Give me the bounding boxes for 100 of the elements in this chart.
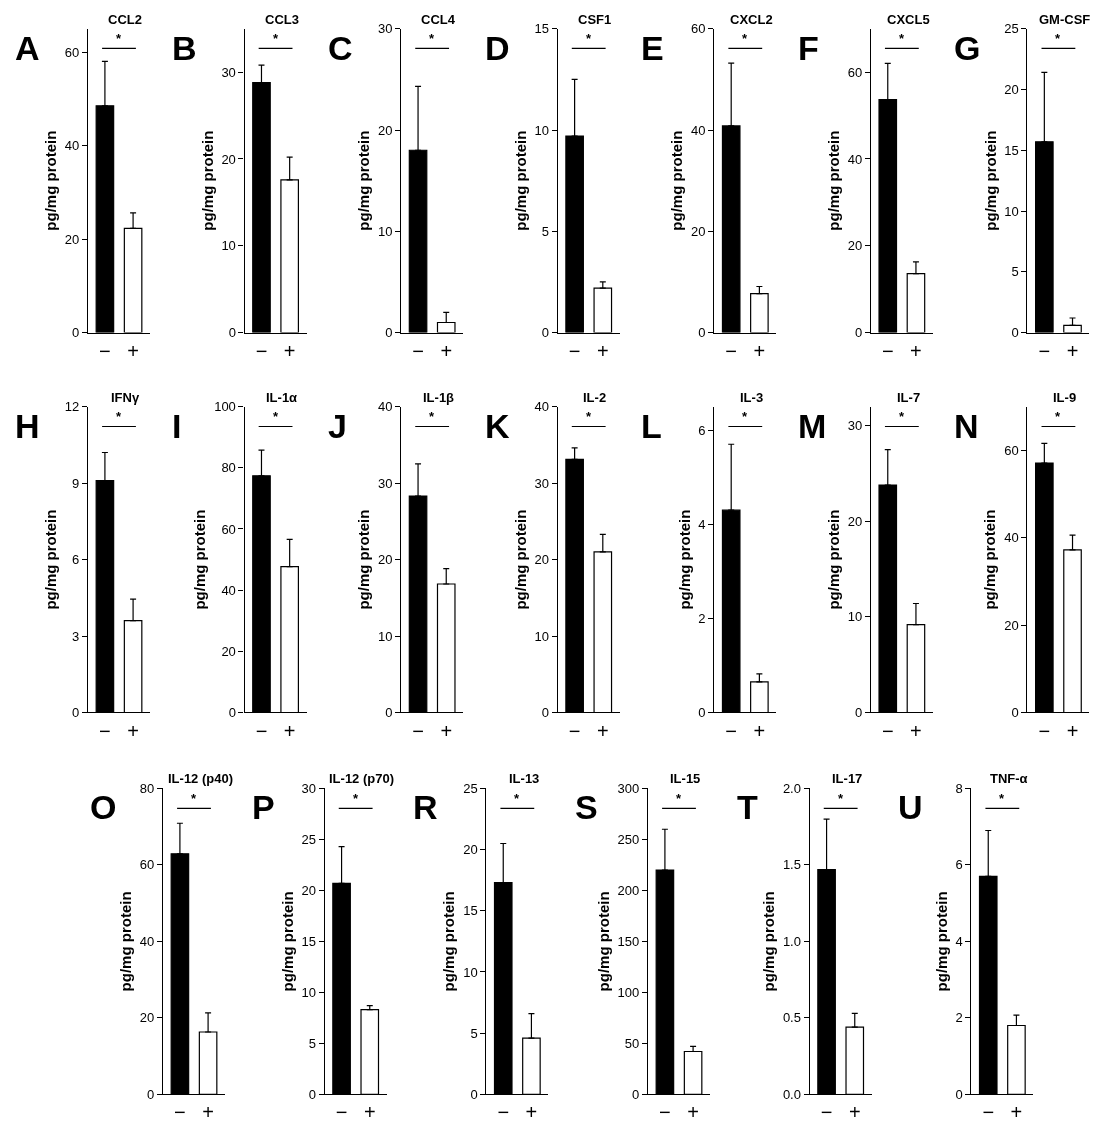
x-tick-label: + — [440, 339, 453, 362]
x-tick-label: − — [820, 1101, 833, 1124]
x-tick-label: − — [99, 719, 111, 742]
annotation: * — [586, 31, 592, 46]
text: C — [328, 29, 353, 67]
y-tick-label: 40 — [1004, 530, 1019, 546]
x-tick-label: + — [596, 719, 609, 742]
y-tick-label: 0.0 — [782, 1086, 801, 1102]
text: T — [737, 788, 758, 826]
y-tick-label: 5 — [1011, 264, 1019, 280]
x-tick-label: − — [881, 339, 894, 362]
chart-title: CCL2 — [108, 12, 142, 27]
y-tick-label: 8 — [955, 781, 963, 797]
y-tick-label: 0 — [1011, 325, 1019, 341]
y-tick-label: 0 — [228, 705, 236, 721]
y-tick-label: 20 — [377, 552, 393, 568]
x-tick-label: − — [725, 339, 738, 362]
x-tick-label: − — [255, 339, 268, 362]
y-axis-title: pg/mg protein — [824, 130, 842, 231]
y-axis-title: pg/mg protein — [511, 509, 529, 610]
text: A — [15, 29, 40, 67]
chart-title: TNF-α — [990, 771, 1028, 786]
x-tick-label: + — [910, 719, 922, 742]
chart-title: GM-CSF — [1039, 12, 1091, 27]
y-axis-title: pg/mg protein — [981, 509, 999, 610]
y-tick-label: 1.0 — [782, 933, 801, 949]
chart-title: CXCL5 — [887, 12, 930, 27]
text: G — [954, 29, 981, 67]
x-tick-label: + — [127, 719, 139, 742]
y-tick-label: 15 — [1004, 142, 1019, 158]
x-tick-label: − — [659, 1101, 671, 1124]
text: M — [798, 407, 827, 445]
y-tick-label: 25 — [301, 831, 316, 847]
y-tick-label: 0 — [698, 705, 706, 721]
x-tick-label: − — [497, 1101, 510, 1124]
y-tick-label: 40 — [534, 399, 550, 415]
y-tick-label: 15 — [534, 21, 550, 37]
y-tick-label: 0 — [308, 1086, 316, 1102]
y-tick-label: 20 — [377, 122, 393, 138]
text: S — [575, 788, 598, 826]
y-tick-label: 0 — [147, 1086, 155, 1102]
y-tick-label: 20 — [139, 1010, 155, 1026]
chart-title: IL-13 — [509, 771, 540, 786]
y-tick-label: 10 — [847, 609, 863, 625]
y-tick-label: 4 — [955, 933, 963, 949]
text: F — [798, 29, 819, 67]
chart-title: CCL4 — [421, 12, 456, 27]
y-axis-title: pg/mg protein — [355, 130, 373, 231]
annotation: * — [273, 409, 279, 424]
y-tick-label: 20 — [847, 513, 863, 529]
text: J — [328, 407, 347, 445]
chart-title: IL-9 — [1053, 390, 1077, 405]
y-tick-label: 0 — [72, 325, 80, 341]
y-axis-title: pg/mg protein — [355, 509, 373, 610]
x-tick-label: − — [412, 719, 424, 742]
annotation: * — [116, 409, 122, 424]
y-tick-label: 20 — [301, 882, 316, 898]
y-tick-label: 0 — [541, 705, 550, 721]
y-axis-title: pg/mg protein — [760, 891, 778, 992]
chart-title: CXCL2 — [730, 12, 773, 27]
y-axis-title: pg/mg protein — [594, 891, 612, 992]
y-tick-label: 200 — [617, 882, 640, 898]
x-tick-label: + — [848, 1101, 861, 1124]
x-tick-label: − — [99, 339, 111, 362]
y-tick-label: 4 — [698, 516, 706, 532]
y-tick-label: 10 — [463, 964, 478, 980]
y-tick-label: 0 — [955, 1086, 963, 1102]
x-tick-label: + — [1066, 339, 1079, 362]
text: B — [172, 29, 197, 67]
y-tick-label: 100 — [617, 984, 640, 1000]
y-tick-label: 2 — [955, 1010, 963, 1026]
annotation: * — [999, 791, 1005, 806]
y-axis-title: pg/mg protein — [824, 509, 842, 610]
x-tick-label: + — [363, 1101, 376, 1124]
y-tick-label: 50 — [624, 1035, 640, 1051]
y-tick-label: 25 — [463, 781, 478, 797]
y-axis-title: pg/mg protein — [117, 891, 135, 992]
chart-title: IL-1β — [423, 390, 455, 405]
y-tick-label: 3 — [72, 628, 80, 644]
y-tick-label: 5 — [541, 223, 550, 239]
y-tick-label: 30 — [377, 475, 393, 491]
x-tick-label: + — [283, 339, 296, 362]
y-axis-title: pg/mg protein — [511, 130, 529, 231]
y-tick-label: 40 — [847, 151, 863, 167]
annotation: * — [429, 31, 435, 46]
x-tick-label: + — [1010, 1101, 1023, 1124]
y-tick-label: 40 — [139, 933, 155, 949]
x-tick-label: − — [335, 1101, 348, 1124]
chart-title: IL-3 — [740, 390, 764, 405]
chart-title: IFNγ — [111, 390, 140, 405]
chart-title: CCL3 — [265, 12, 299, 27]
y-tick-label: 10 — [377, 223, 393, 239]
y-tick-label: 20 — [64, 231, 80, 247]
x-tick-label: + — [910, 339, 922, 362]
chart-title: IL-17 — [832, 771, 863, 786]
y-tick-label: 2.0 — [782, 781, 801, 797]
y-tick-label: 80 — [139, 781, 155, 797]
y-tick-label: 10 — [534, 122, 550, 138]
y-axis-title: pg/mg protein — [668, 130, 686, 231]
annotation: * — [191, 791, 197, 806]
